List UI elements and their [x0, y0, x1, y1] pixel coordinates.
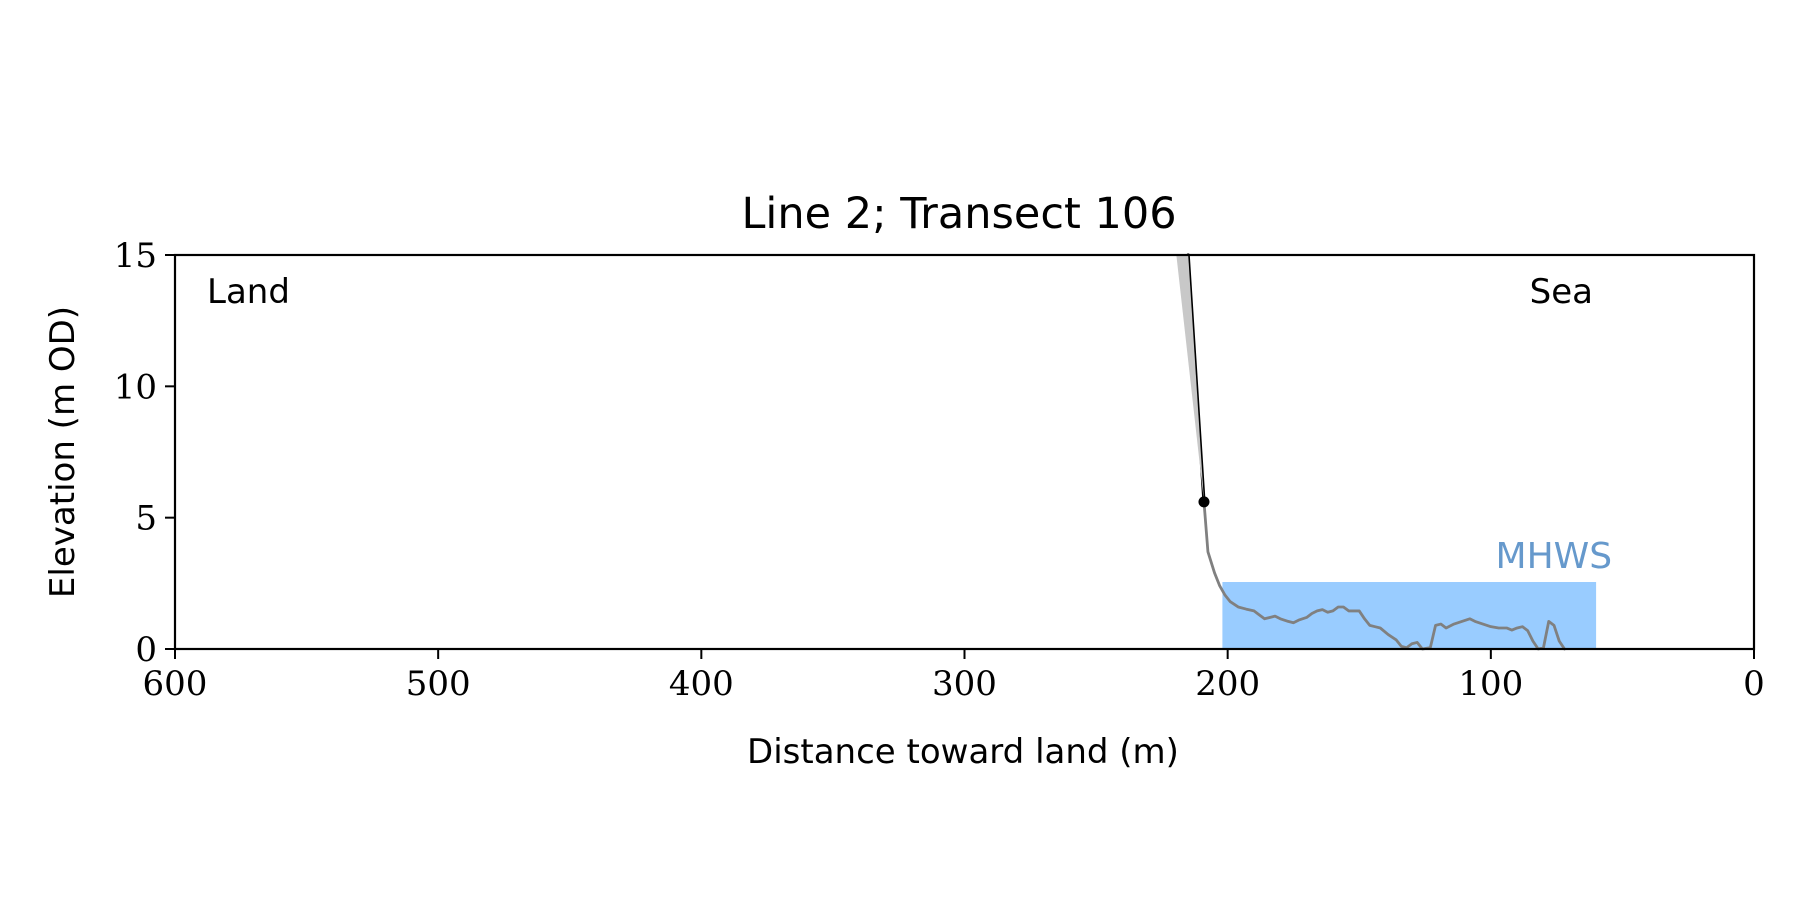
ground-profile-series [1202, 500, 1566, 651]
x-tick-label: 200 [1195, 664, 1260, 704]
x-tick-label: 600 [143, 664, 208, 704]
mhws-label: MHWS [1496, 536, 1613, 577]
x-axis-ticks: 600 500 400 300 200 100 0 [143, 649, 1765, 704]
mhws-band [1222, 582, 1597, 649]
y-tick-label: 5 [135, 499, 157, 539]
sea-label: Sea [1530, 272, 1593, 312]
cliff-uncertainty-series [1176, 255, 1204, 502]
series-layer [1176, 253, 1566, 651]
y-tick-label: 0 [135, 630, 157, 670]
x-tick-label: 400 [669, 664, 734, 704]
x-axis-label: Distance toward land (m) [747, 732, 1179, 772]
mhws-layer: MHWS [1222, 536, 1612, 649]
x-tick-label: 300 [932, 664, 997, 704]
marker-layer [1198, 496, 1210, 508]
x-tick-label: 500 [406, 664, 471, 704]
chart-title: Line 2; Transect 106 [741, 189, 1176, 239]
x-tick-label: 100 [1458, 664, 1523, 704]
y-tick-label: 10 [114, 367, 157, 407]
x-tick-label: 0 [1743, 664, 1765, 704]
y-axis-ticks: 0 5 10 15 [114, 236, 175, 670]
y-axis-label: Elevation (m OD) [43, 306, 83, 598]
y-tick-label: 15 [114, 236, 157, 276]
land-label: Land [207, 272, 290, 312]
cliff-top-marker [1198, 496, 1210, 508]
